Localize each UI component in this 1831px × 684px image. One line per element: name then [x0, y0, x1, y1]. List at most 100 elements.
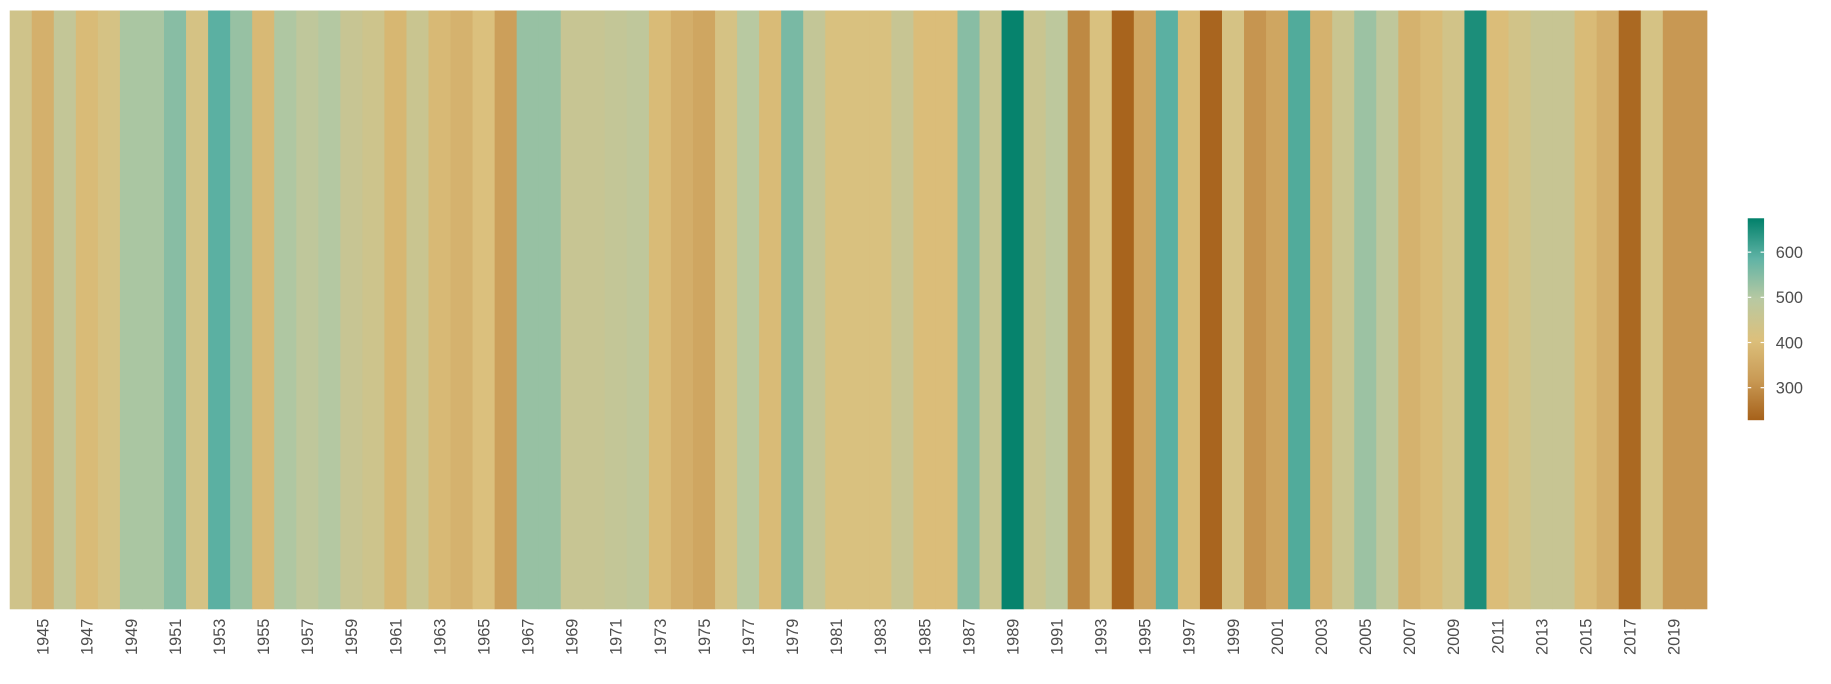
stripes: 1945 1947 1949 1951 1953 1955 1957 1959 1961 1963… [9, 10, 1708, 655]
stripe [825, 10, 848, 610]
stripe [1089, 10, 1113, 610]
stripe [979, 10, 1003, 610]
stripe [31, 10, 55, 610]
x-tick-label: 1991 [1049, 619, 1067, 655]
colorbar [1747, 218, 1765, 421]
stripe [1486, 10, 1509, 610]
stripe [737, 10, 760, 610]
stripe [164, 10, 187, 610]
stripe [1662, 10, 1686, 610]
x-tick-label: 1975 [696, 619, 714, 655]
stripe [1618, 10, 1642, 610]
x-tick-label: 1997 [1181, 619, 1199, 655]
stripe [1640, 10, 1664, 610]
x-tick-label: 2011 [1489, 619, 1507, 654]
x-tick-label: 1963 [431, 619, 449, 655]
stripe [715, 10, 738, 610]
x-tick-label: 1989 [1004, 619, 1022, 655]
colorbar-label: 300 [1776, 380, 1803, 398]
stripe [648, 10, 672, 610]
stripe [1111, 10, 1135, 610]
x-tick-label: 1947 [79, 619, 97, 655]
x-tick-label: 1957 [299, 619, 317, 655]
stripe [1199, 10, 1223, 610]
stripe [913, 10, 936, 610]
stripe [1376, 10, 1399, 610]
stripe [494, 10, 518, 610]
x-tick-label: 2017 [1622, 619, 1640, 655]
stripe [97, 10, 121, 610]
stripe [1574, 10, 1598, 610]
x-tick-label: 2003 [1313, 619, 1331, 655]
stripe [362, 10, 385, 610]
stripe [1155, 10, 1179, 610]
stripe [582, 10, 606, 610]
stripe [935, 10, 958, 610]
stripe [230, 10, 253, 610]
stripe [384, 10, 407, 610]
stripe [538, 10, 562, 610]
stripe [604, 10, 628, 610]
x-tick-label: 1993 [1093, 619, 1111, 655]
stripe [1552, 10, 1576, 610]
stripe [1332, 10, 1355, 610]
stripe [781, 10, 804, 610]
stripe [869, 10, 892, 610]
stripe [428, 10, 452, 610]
stripe [1177, 10, 1201, 610]
stripe [274, 10, 297, 610]
x-tick-label: 1983 [872, 619, 890, 655]
stripe [1045, 10, 1069, 610]
x-tick-label: 1951 [167, 619, 185, 655]
x-tick-label: 1971 [608, 619, 626, 655]
x-tick-label: 1955 [255, 619, 273, 655]
stripe [670, 10, 694, 610]
x-tick-label: 1959 [343, 619, 361, 655]
stripe [1530, 10, 1554, 610]
stripe [1420, 10, 1443, 610]
stripe [1244, 10, 1267, 610]
stripe [9, 10, 33, 610]
legend: 300 400 500 600 [1747, 218, 1803, 421]
stripe [847, 10, 870, 610]
x-tick-label: 1967 [520, 619, 538, 655]
stripe [957, 10, 980, 610]
stripe [1133, 10, 1157, 610]
stripe [208, 10, 231, 610]
stripe [516, 10, 540, 610]
x-tick-label: 1985 [916, 619, 934, 655]
stripe [186, 10, 209, 610]
x-tick-label: 1987 [960, 619, 978, 655]
stripe [75, 10, 99, 610]
x-tick-label: 1969 [564, 619, 582, 655]
colorbar-label: 600 [1776, 244, 1803, 262]
x-tick-label: 2013 [1533, 619, 1551, 655]
stripe [1464, 10, 1487, 610]
x-tick-label: 1995 [1137, 619, 1155, 655]
stripe [318, 10, 341, 610]
stripe [1596, 10, 1620, 610]
stripe [1266, 10, 1289, 610]
stripe [406, 10, 429, 610]
stripe [1508, 10, 1532, 610]
stripe [759, 10, 782, 610]
x-tick-label: 1977 [740, 619, 758, 655]
x-tick-label: 2005 [1357, 619, 1375, 655]
stripe [450, 10, 474, 610]
x-tick-label: 1981 [828, 619, 846, 655]
stripe [626, 10, 650, 610]
stripe [340, 10, 363, 610]
stripe [1354, 10, 1377, 610]
stripe [141, 10, 165, 610]
stripe [1288, 10, 1311, 610]
stripe [1442, 10, 1465, 610]
stripe [472, 10, 496, 610]
stripe [119, 10, 143, 610]
stripe [803, 10, 826, 610]
x-tick-label: 2015 [1577, 619, 1595, 655]
stripe [692, 10, 716, 610]
stripe [1398, 10, 1421, 610]
stripe [296, 10, 319, 610]
